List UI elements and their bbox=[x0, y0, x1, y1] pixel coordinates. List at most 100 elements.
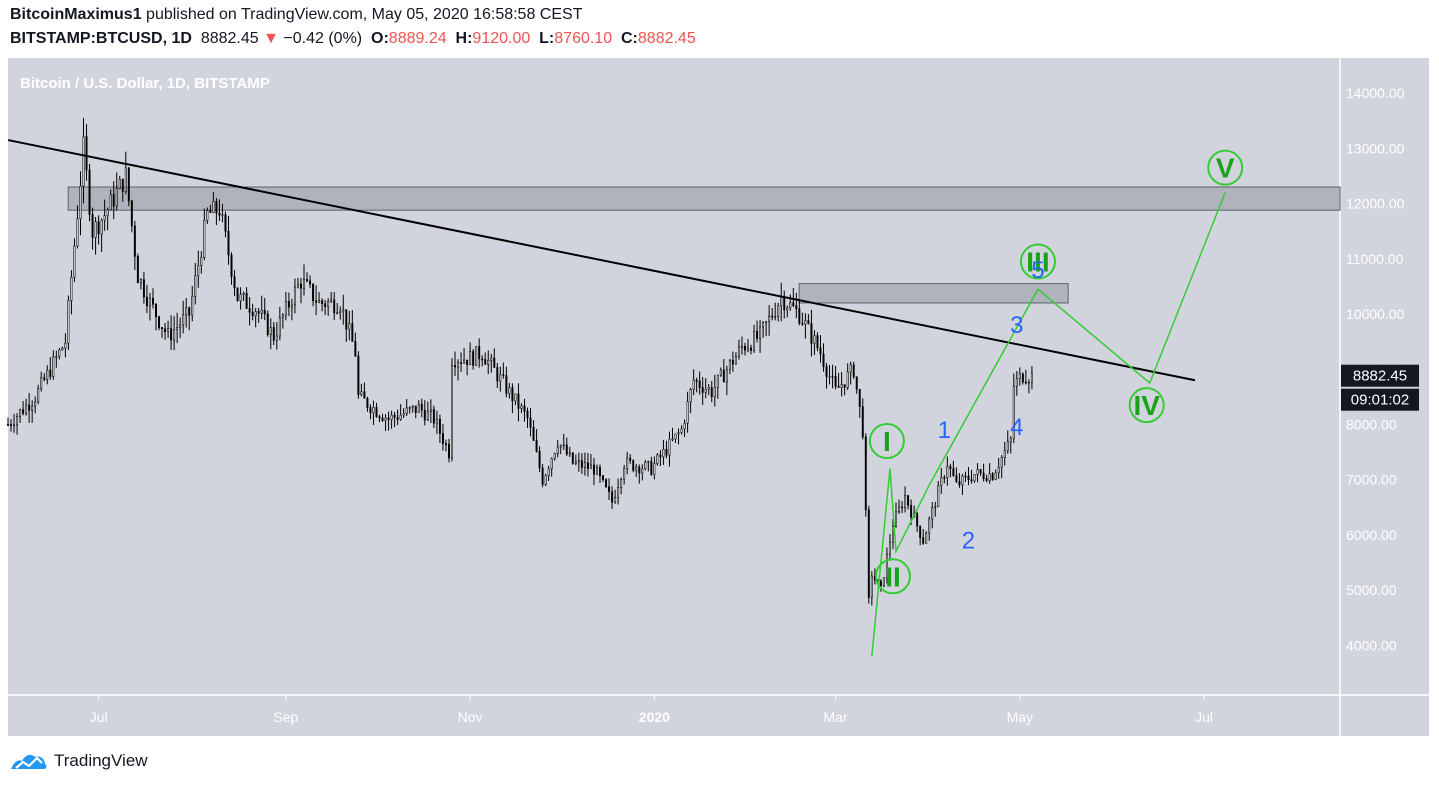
candle bbox=[466, 359, 469, 376]
candle bbox=[686, 391, 689, 433]
candle bbox=[384, 414, 387, 431]
time-tick-label: 2020 bbox=[639, 709, 670, 725]
candle bbox=[414, 405, 417, 419]
subwave-label-1: 1 bbox=[938, 417, 951, 444]
candle bbox=[7, 417, 9, 427]
candle bbox=[109, 189, 112, 211]
candle bbox=[170, 315, 173, 350]
candle bbox=[133, 220, 136, 270]
resistance-zone-1[interactable] bbox=[67, 186, 1341, 211]
chart-container[interactable]: I II III IV V 1 2 3 4 5 14000.00 13000.00 12000.00 1… bbox=[0, 58, 1439, 736]
open-label: O: bbox=[371, 30, 389, 47]
candle bbox=[574, 454, 577, 466]
tradingview-logo-icon[interactable] bbox=[10, 750, 48, 772]
candle bbox=[37, 384, 40, 405]
candle bbox=[692, 369, 695, 396]
candle bbox=[263, 298, 266, 321]
time-axis[interactable]: Jul Sep Nov 2020 Mar May Jul bbox=[90, 695, 1213, 725]
candle bbox=[810, 309, 813, 357]
elliott-wave-path[interactable] bbox=[871, 192, 1226, 657]
candle bbox=[375, 402, 378, 418]
candle bbox=[179, 317, 182, 339]
candle bbox=[855, 376, 858, 394]
candle bbox=[454, 351, 457, 376]
candle bbox=[242, 291, 245, 301]
candle bbox=[768, 305, 771, 336]
candle bbox=[82, 117, 85, 204]
candle bbox=[73, 238, 76, 282]
candle bbox=[586, 452, 589, 477]
descending-trendline[interactable] bbox=[7, 139, 1196, 382]
candle bbox=[1003, 441, 1006, 466]
candle bbox=[312, 283, 315, 307]
candle bbox=[885, 547, 888, 584]
price-tick-label: 4000.00 bbox=[1346, 637, 1397, 653]
candle bbox=[161, 327, 164, 338]
candle bbox=[831, 364, 834, 389]
close-label: C: bbox=[621, 30, 638, 47]
candle bbox=[997, 457, 1000, 479]
price-tick-label: 10000.00 bbox=[1346, 306, 1405, 322]
candle bbox=[541, 464, 544, 488]
candle bbox=[1018, 367, 1021, 386]
candle bbox=[946, 456, 949, 486]
candle bbox=[327, 298, 330, 316]
candle bbox=[25, 398, 28, 416]
candle bbox=[695, 377, 698, 393]
symbol-header: BITSTAMP:BTCUSD, 1D 8882.45 ▼ −0.42 (0%)… bbox=[10, 30, 696, 48]
candle bbox=[689, 387, 692, 414]
candle bbox=[532, 420, 535, 441]
candle bbox=[451, 358, 453, 462]
candle bbox=[167, 320, 170, 338]
candle bbox=[647, 460, 650, 472]
candle bbox=[496, 362, 499, 389]
plot-area[interactable] bbox=[8, 60, 1340, 695]
candle bbox=[843, 384, 846, 396]
trendline-layer[interactable] bbox=[7, 139, 1196, 382]
candle bbox=[40, 371, 43, 392]
candle bbox=[925, 531, 928, 544]
candle bbox=[381, 413, 384, 422]
candle bbox=[710, 380, 713, 403]
candle bbox=[786, 305, 789, 318]
candle bbox=[626, 451, 629, 475]
candle bbox=[937, 480, 940, 508]
candle bbox=[505, 366, 508, 398]
wave-label-I: I bbox=[868, 423, 905, 459]
candle bbox=[798, 299, 801, 326]
candle bbox=[677, 428, 680, 445]
candle bbox=[417, 400, 420, 413]
candle bbox=[182, 300, 185, 334]
author-name[interactable]: BitcoinMaximus1 bbox=[10, 6, 142, 23]
time-tick-label: Mar bbox=[824, 709, 848, 725]
candle bbox=[79, 171, 82, 236]
candle bbox=[191, 285, 194, 322]
publish-header: BitcoinMaximus1 published on TradingView… bbox=[10, 6, 582, 24]
candle bbox=[173, 316, 176, 351]
candle bbox=[659, 450, 662, 467]
wave-label-text: I bbox=[883, 426, 891, 457]
candle bbox=[1024, 369, 1027, 385]
candle bbox=[861, 398, 864, 440]
candle bbox=[502, 362, 505, 379]
candle bbox=[10, 419, 13, 432]
resistance-zone-2[interactable] bbox=[798, 283, 1069, 304]
symbol-name: BITSTAMP:BTCUSD, 1D bbox=[10, 30, 192, 47]
wave-label-IV: IV bbox=[1128, 387, 1165, 424]
candle bbox=[828, 364, 831, 385]
candle bbox=[774, 302, 777, 321]
low-value: 8760.10 bbox=[554, 30, 613, 47]
candle bbox=[650, 456, 653, 476]
wave-label-text: IV bbox=[1133, 390, 1160, 421]
candle bbox=[293, 278, 296, 314]
candle bbox=[979, 468, 982, 476]
candle bbox=[478, 338, 481, 368]
candle bbox=[360, 383, 363, 397]
tradingview-brand[interactable]: TradingView bbox=[54, 751, 148, 770]
candle bbox=[336, 302, 339, 315]
candle bbox=[145, 284, 148, 314]
candle bbox=[638, 464, 641, 484]
candle bbox=[230, 252, 233, 285]
